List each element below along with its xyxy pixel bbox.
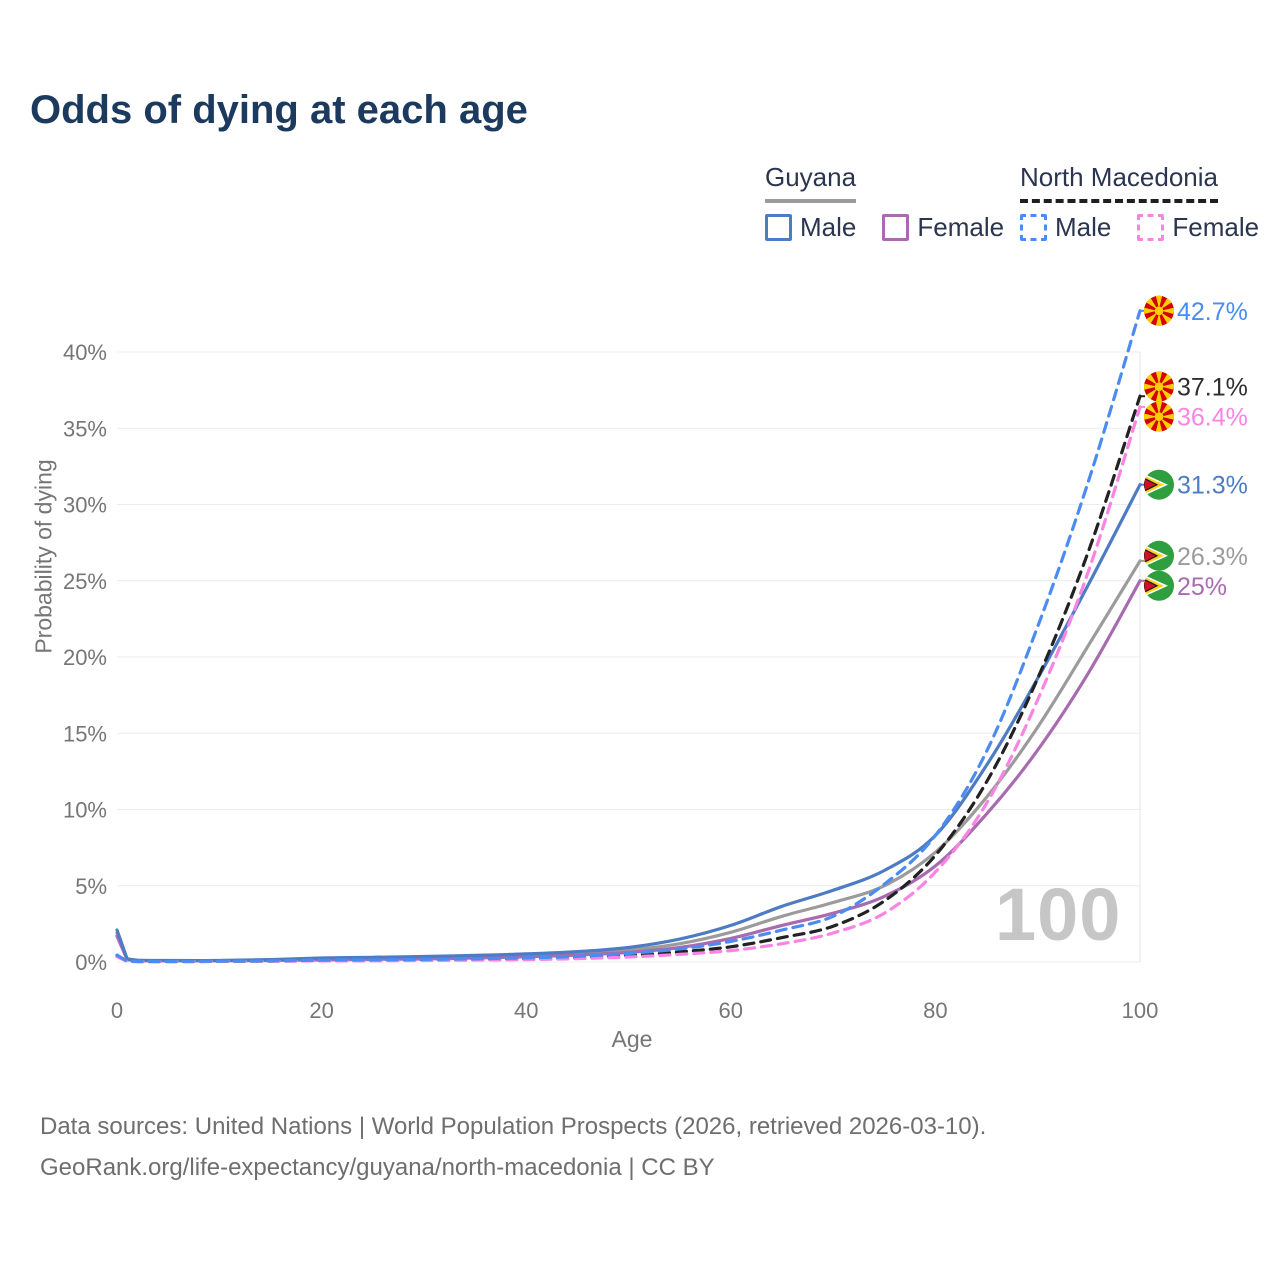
nm-female-swatch-icon [1137, 213, 1165, 241]
legend-item-guyana-male[interactable]: Male [765, 212, 856, 243]
legend-label: Male [1055, 211, 1112, 242]
x-tick-label: 80 [923, 998, 947, 1023]
end-label-value: 25% [1177, 573, 1227, 601]
x-tick-label: 40 [514, 998, 538, 1023]
series-line-guyana[interactable] [115, 559, 1142, 963]
y-tick-label: 0% [75, 950, 107, 975]
data-sources-text: Data sources: United Nations | World Pop… [40, 1113, 987, 1140]
guyana-male-swatch-icon [765, 213, 792, 241]
guyana-female-swatch-icon [882, 213, 910, 241]
legend-country-north-macedonia[interactable]: North Macedonia [1020, 163, 1218, 203]
legend-item-guyana-female[interactable]: Female [882, 212, 1004, 243]
end-label-value: 36.4% [1177, 404, 1248, 432]
legend-group-guyana: Guyana Male Female [765, 163, 1004, 243]
end-label-value: 37.1% [1177, 374, 1248, 402]
end-label-value: 26.3% [1177, 543, 1248, 571]
guyana-flag-icon [1144, 540, 1174, 571]
x-tick-label: 0 [111, 998, 123, 1023]
x-tick-label: 100 [1122, 998, 1159, 1023]
series-line-north-macedonia[interactable] [115, 394, 1142, 964]
north-macedonia-flag-icon [1144, 295, 1174, 326]
y-tick-label: 25% [63, 569, 107, 594]
y-tick-label: 5% [75, 874, 107, 899]
series-line-north-macedonia-male[interactable] [115, 309, 1142, 964]
x-tick-label: 60 [719, 998, 743, 1023]
guyana-flag-icon [1144, 469, 1174, 500]
chart-title: Odds of dying at each age [30, 88, 528, 132]
hovered-age-indicator: 100 [995, 873, 1122, 956]
y-tick-label: 40% [63, 340, 107, 365]
legend-country-guyana[interactable]: Guyana [765, 163, 857, 203]
y-tick-label: 35% [63, 416, 107, 441]
y-tick-label: 20% [63, 645, 107, 670]
series-line-north-macedonia-female[interactable] [115, 405, 1142, 964]
legend-label: Male [800, 211, 857, 242]
end-label-value: 31.3% [1177, 472, 1248, 500]
guyana-flag-icon [1144, 570, 1174, 601]
series-line-guyana-male[interactable] [115, 483, 1142, 963]
end-label-value: 42.7% [1177, 298, 1248, 326]
legend-label: Female [1172, 211, 1260, 242]
legend-item-nm-male[interactable]: Male [1020, 212, 1111, 243]
legend-group-north-macedonia: North Macedonia Male Female [1020, 163, 1259, 243]
footer: Data sources: United Nations | World Pop… [40, 1106, 986, 1188]
x-axis-title: Age [611, 1026, 653, 1052]
y-tick-label: 30% [63, 493, 107, 518]
x-tick-label: 20 [309, 998, 333, 1023]
legend-label: Female [917, 211, 1005, 242]
legend-item-nm-female[interactable]: Female [1137, 212, 1259, 243]
y-tick-label: 10% [63, 798, 107, 823]
north-macedonia-flag-icon [1144, 371, 1174, 402]
y-tick-label: 15% [63, 721, 107, 746]
nm-male-swatch-icon [1020, 213, 1047, 241]
series-line-guyana-female[interactable] [115, 579, 1142, 963]
north-macedonia-flag-icon [1144, 401, 1174, 432]
georank-url-text: GeoRank.org/life-expectancy/guyana/north… [40, 1154, 715, 1181]
